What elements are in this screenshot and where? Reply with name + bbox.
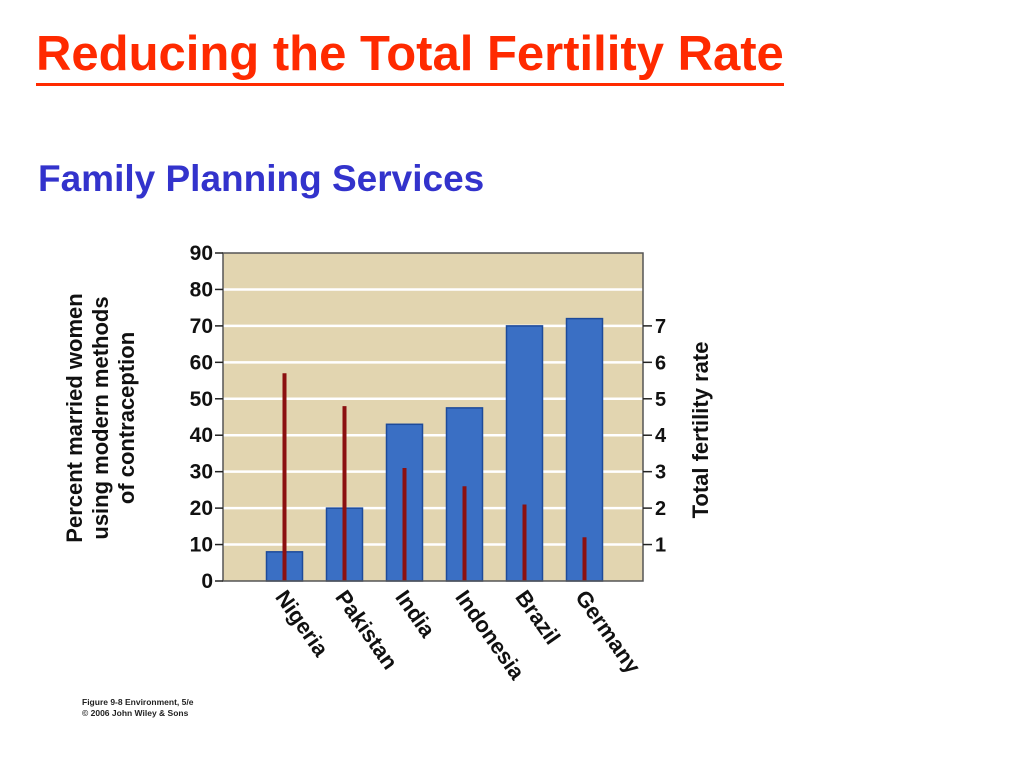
right-tick-label: 1 [655, 535, 666, 557]
fertility-lines [282, 373, 587, 581]
left-tick-label: 0 [201, 570, 213, 593]
plot-frame [222, 252, 644, 582]
category-label: Brazil [510, 586, 565, 649]
left-axis-label: Percent married womenusing modern method… [62, 293, 139, 542]
right-tick-label: 6 [655, 352, 666, 374]
left-tick-label: 90 [190, 242, 213, 265]
left-axis-label-line: of contraception [114, 332, 139, 504]
figure-credit: Figure 9-8 Environment, 5/e © 2006 John … [82, 697, 193, 719]
right-axis-label: Total fertility rate [688, 342, 713, 519]
right-tick-label: 2 [655, 498, 666, 520]
slide-subtitle: Family Planning Services [38, 158, 485, 199]
right-tick-label: 5 [655, 389, 666, 411]
left-tick-label: 20 [190, 497, 213, 520]
right-axis-ticks: 1 2 3 4 5 6 7 [643, 316, 667, 557]
right-tick-label: 7 [655, 316, 666, 338]
category-label: India [390, 586, 440, 643]
left-axis-label-line: using modern methods [88, 296, 113, 539]
left-axis-ticks: 0 10 20 30 40 50 60 70 80 90 [190, 242, 223, 593]
left-tick-label: 30 [190, 461, 213, 484]
credit-copyright: © 2006 John Wiley & Sons [82, 708, 189, 719]
slide-title: Reducing the Total Fertility Rate [36, 30, 784, 86]
left-tick-label: 10 [190, 534, 213, 557]
left-tick-label: 40 [190, 424, 213, 447]
left-tick-label: 50 [190, 388, 213, 411]
category-label: Nigeria [270, 586, 334, 662]
credit-figure: Figure 9-8 Environment, 5/e [82, 697, 194, 707]
left-tick-label: 70 [190, 315, 213, 338]
left-tick-label: 60 [190, 351, 213, 374]
right-tick-label: 3 [655, 462, 666, 484]
category-label: Germany [570, 586, 646, 679]
right-tick-label: 4 [655, 425, 667, 447]
left-axis-label-line: Percent married women [62, 293, 87, 542]
left-tick-label: 80 [190, 278, 213, 301]
